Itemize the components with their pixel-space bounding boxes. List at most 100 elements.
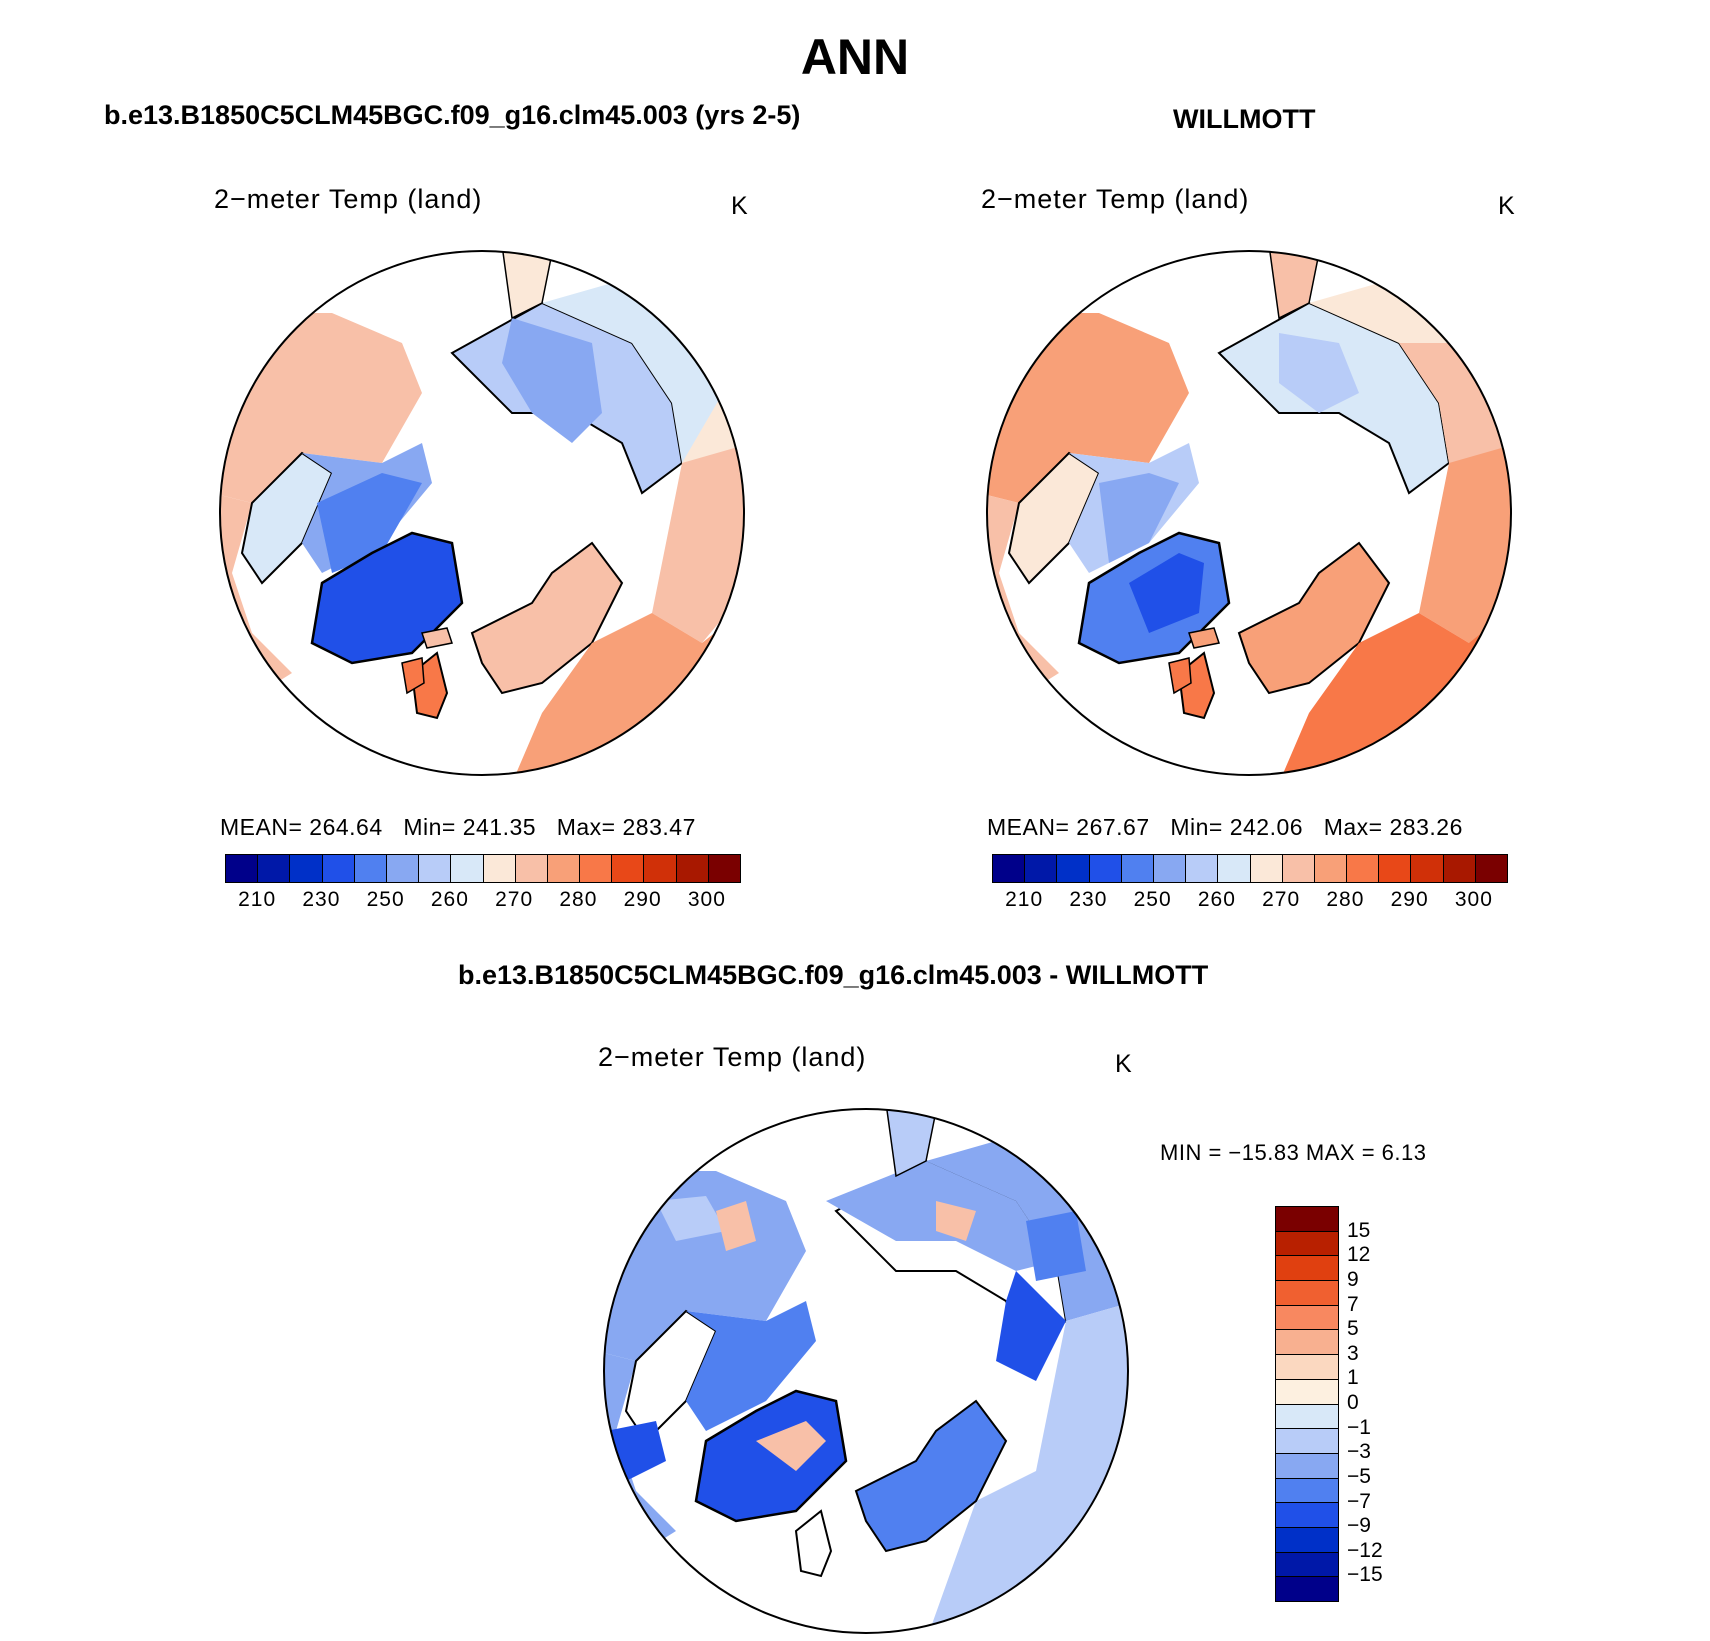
colorbar-swatch xyxy=(612,855,645,882)
colorbar-swatch xyxy=(1443,855,1476,882)
diff-minmax: MIN = −15.83 MAX = 6.13 xyxy=(1160,1140,1427,1165)
colorbar-tick-label: 15 xyxy=(1347,1218,1371,1242)
colorbar-tick-label: −5 xyxy=(1347,1464,1371,1488)
model-colorbar-labels: 210 230 250 260 270 280 290 300 xyxy=(225,888,739,918)
colorbar-swatch xyxy=(515,855,548,882)
colorbar-tick-label: 3 xyxy=(1347,1341,1359,1365)
colorbar-swatch xyxy=(1314,855,1348,882)
colorbar-swatch xyxy=(1411,855,1444,882)
colorbar-tick-label: −15 xyxy=(1347,1563,1383,1587)
diff-colorbar xyxy=(1275,1206,1339,1602)
colorbar-swatch xyxy=(1276,1207,1338,1232)
colorbar-swatch xyxy=(1276,1404,1338,1430)
colorbar-tick-label: 290 xyxy=(623,888,662,911)
model-polar-map xyxy=(219,250,745,776)
obs-colorbar-labels: 210 230 250 260 270 280 290 300 xyxy=(992,888,1506,918)
diff-panel-header: b.e13.B1850C5CLM45BGC.f09_g16.clm45.003 … xyxy=(458,960,1209,990)
colorbar-swatch xyxy=(226,855,259,882)
obs-mean-label: MEAN= xyxy=(987,814,1070,840)
colorbar-tick-label: 9 xyxy=(1347,1267,1359,1291)
model-variable-label: 2−meter Temp (land) xyxy=(214,184,483,214)
colorbar-swatch xyxy=(1276,1453,1338,1479)
colorbar-tick-label: 280 xyxy=(1326,888,1365,911)
colorbar-swatch xyxy=(1282,855,1315,882)
obs-stats: MEAN= 267.67 Min= 242.06 Max= 283.26 xyxy=(987,814,1463,841)
colorbar-swatch xyxy=(1057,855,1090,882)
model-units-label: K xyxy=(731,192,748,220)
colorbar-swatch xyxy=(1276,1429,1338,1454)
colorbar-tick-label: 300 xyxy=(687,888,726,911)
colorbar-swatch xyxy=(483,855,516,882)
colorbar-tick-label: 260 xyxy=(1197,888,1236,911)
model-mean-value: 264.64 xyxy=(309,814,383,840)
colorbar-tick-label: 230 xyxy=(1069,888,1108,911)
model-max-value: 283.47 xyxy=(622,814,696,840)
colorbar-swatch xyxy=(1379,855,1412,882)
model-panel-header: b.e13.B1850C5CLM45BGC.f09_g16.clm45.003 … xyxy=(104,100,801,130)
obs-polar-map xyxy=(986,250,1512,776)
colorbar-swatch xyxy=(547,855,581,882)
colorbar-tick-label: 210 xyxy=(238,888,277,911)
diff-polar-map xyxy=(603,1108,1129,1634)
model-max-label: Max= xyxy=(556,814,616,840)
colorbar-tick-label: −12 xyxy=(1347,1538,1383,1562)
colorbar-swatch xyxy=(708,855,740,882)
colorbar-swatch xyxy=(1475,855,1507,882)
colorbar-tick-label: 12 xyxy=(1347,1243,1371,1267)
model-stats: MEAN= 264.64 Min= 241.35 Max= 283.47 xyxy=(220,814,696,841)
colorbar-swatch xyxy=(1250,855,1283,882)
colorbar-swatch xyxy=(322,855,355,882)
obs-variable-label: 2−meter Temp (land) xyxy=(981,184,1250,214)
colorbar-tick-label: 260 xyxy=(430,888,469,911)
colorbar-swatch xyxy=(258,855,291,882)
colorbar-swatch xyxy=(290,855,323,882)
colorbar-swatch xyxy=(1347,855,1380,882)
diff-units-label: K xyxy=(1115,1050,1132,1078)
colorbar-tick-label: 5 xyxy=(1347,1317,1359,1341)
colorbar-tick-label: 0 xyxy=(1347,1391,1359,1414)
figure-title: ANN xyxy=(800,29,910,85)
colorbar-tick-label: 250 xyxy=(366,888,405,911)
colorbar-swatch xyxy=(1276,1379,1338,1405)
colorbar-swatch xyxy=(1153,855,1187,882)
colorbar-swatch xyxy=(1276,1305,1338,1331)
colorbar-swatch xyxy=(1276,1231,1338,1257)
colorbar-tick-label: −3 xyxy=(1347,1440,1371,1464)
colorbar-swatch xyxy=(354,855,387,882)
model-min-value: 241.35 xyxy=(462,814,537,840)
colorbar-swatch xyxy=(1218,855,1251,882)
model-colorbar xyxy=(225,854,741,883)
colorbar-swatch xyxy=(580,855,613,882)
obs-max-value: 283.26 xyxy=(1389,814,1463,840)
colorbar-swatch xyxy=(1276,1478,1338,1504)
colorbar-tick-label: 270 xyxy=(1262,888,1301,911)
colorbar-swatch xyxy=(1186,855,1219,882)
colorbar-tick-label: 210 xyxy=(1005,888,1044,911)
obs-colorbar xyxy=(992,854,1508,883)
diff-colorbar-labels: 15 12 9 7 5 3 1 0 −1 −3 −5 −7 −9 −12 −15 xyxy=(1347,1206,1407,1600)
colorbar-tick-label: 250 xyxy=(1133,888,1172,911)
colorbar-swatch xyxy=(1276,1503,1338,1528)
colorbar-swatch xyxy=(1121,855,1154,882)
colorbar-swatch xyxy=(419,855,452,882)
obs-min-label: Min= xyxy=(1170,814,1223,840)
obs-panel-header: WILLMOTT xyxy=(1173,104,1316,134)
colorbar-swatch xyxy=(993,855,1026,882)
model-mean-label: MEAN= xyxy=(220,814,303,840)
colorbar-tick-label: 270 xyxy=(495,888,534,911)
colorbar-swatch xyxy=(1276,1527,1338,1553)
colorbar-swatch xyxy=(1276,1577,1338,1601)
colorbar-tick-label: 7 xyxy=(1347,1292,1359,1316)
obs-mean-value: 267.67 xyxy=(1076,814,1150,840)
obs-units-label: K xyxy=(1498,192,1515,220)
colorbar-swatch xyxy=(1276,1281,1338,1306)
colorbar-swatch xyxy=(1276,1552,1338,1578)
colorbar-tick-label: 230 xyxy=(302,888,341,911)
colorbar-swatch xyxy=(386,855,420,882)
obs-max-label: Max= xyxy=(1323,814,1383,840)
colorbar-swatch xyxy=(1276,1330,1338,1356)
colorbar-swatch xyxy=(1276,1256,1338,1282)
colorbar-tick-label: −1 xyxy=(1347,1415,1371,1439)
obs-min-value: 242.06 xyxy=(1229,814,1304,840)
colorbar-swatch xyxy=(644,855,677,882)
